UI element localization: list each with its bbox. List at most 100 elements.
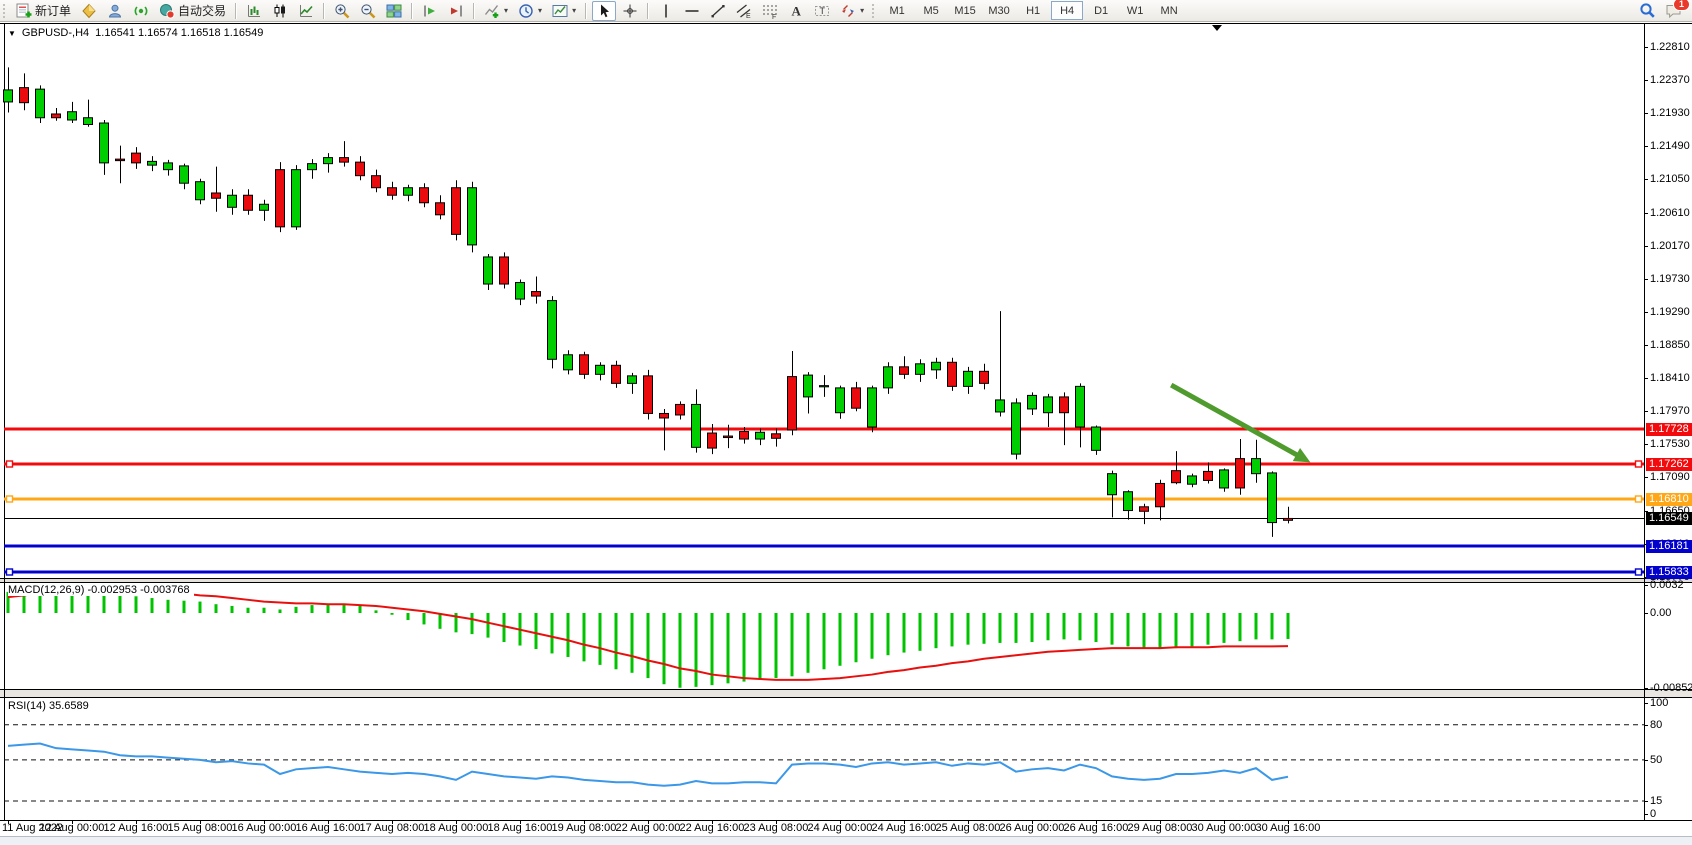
chart-symbol-title: GBPUSD-,H4 bbox=[21, 27, 90, 39]
macd-histogram-bar bbox=[22, 587, 26, 613]
macd-histogram-bar bbox=[198, 601, 202, 613]
candle-body-up bbox=[195, 181, 205, 201]
candle-body-up bbox=[547, 300, 557, 360]
level-line-handle bbox=[1634, 495, 1643, 503]
channel-button[interactable]: E bbox=[732, 1, 756, 21]
macd-histogram-bar bbox=[918, 613, 922, 651]
macd-histogram-bar bbox=[310, 605, 314, 613]
zoom-in-icon bbox=[334, 3, 350, 19]
timeframe-button-M15[interactable]: M15 bbox=[954, 4, 976, 17]
label-icon: T bbox=[814, 3, 830, 19]
line-chart-button[interactable] bbox=[294, 1, 318, 21]
indicators-icon bbox=[484, 3, 500, 19]
fibonacci-button[interactable]: F bbox=[758, 1, 782, 21]
candle-body-up bbox=[291, 169, 301, 228]
candle-body-down bbox=[659, 412, 669, 419]
auto-scroll-button[interactable] bbox=[418, 1, 442, 21]
time-axis-label: 22 Aug 00:00 bbox=[615, 822, 681, 834]
dropdown-caret-icon[interactable]: ▾ bbox=[860, 6, 865, 15]
timeframe-button-M30[interactable]: M30 bbox=[988, 4, 1010, 17]
text-button[interactable]: A bbox=[784, 1, 808, 21]
time-axis-label: 17 Aug 08:00 bbox=[359, 822, 425, 834]
tile-windows-button[interactable] bbox=[382, 1, 406, 21]
timeframe-button-D1[interactable]: D1 bbox=[1094, 4, 1109, 17]
indicators-button[interactable]: ▾ bbox=[480, 1, 512, 21]
candle-body-down bbox=[611, 364, 621, 384]
time-axis-label: 26 Aug 00:00 bbox=[999, 822, 1065, 834]
price-axis-tick: 1.20170 bbox=[1650, 240, 1690, 252]
rsi-axis-tick: 0 bbox=[1650, 808, 1657, 820]
zoom-out-button[interactable] bbox=[356, 1, 380, 21]
candle-body-up bbox=[99, 122, 109, 164]
candle-body-down bbox=[1235, 458, 1245, 489]
macd-histogram-bar bbox=[470, 613, 474, 635]
macd-histogram-bar bbox=[998, 613, 1002, 643]
macd-histogram-bar bbox=[1030, 613, 1034, 643]
dropdown-caret-icon[interactable]: ▾ bbox=[504, 6, 509, 15]
macd-histogram-bar bbox=[278, 609, 282, 613]
macd-histogram-bar bbox=[502, 613, 506, 643]
macd-histogram-bar bbox=[38, 584, 42, 613]
candle-body-up bbox=[1027, 394, 1037, 410]
timeframe-button-H4[interactable]: H4 bbox=[1051, 1, 1084, 20]
dropdown-caret-icon[interactable]: ▾ bbox=[572, 6, 577, 15]
time-axis-label: 18 Aug 16:00 bbox=[487, 822, 553, 834]
periods-icon bbox=[518, 3, 534, 19]
time-axis-label: 16 Aug 00:00 bbox=[231, 822, 297, 834]
zoom-in-button[interactable] bbox=[330, 1, 354, 21]
cursor-button[interactable] bbox=[592, 0, 617, 21]
candle-body-down bbox=[579, 354, 589, 375]
time-axis-label: 25 Aug 08:00 bbox=[935, 822, 1001, 834]
horizontal-line-button[interactable] bbox=[680, 1, 704, 21]
chart-ohlc-readout: 1.16541 1.16574 1.16518 1.16549 bbox=[95, 27, 264, 39]
chart-menu-icon[interactable]: ▼ bbox=[8, 28, 16, 38]
search-button[interactable] bbox=[1635, 1, 1659, 21]
candle-body-up bbox=[915, 363, 925, 375]
candle-body-up bbox=[1011, 402, 1021, 455]
label-button[interactable]: T bbox=[810, 1, 834, 21]
chart-shift-marker bbox=[1212, 25, 1222, 31]
periods-button[interactable]: ▾ bbox=[514, 1, 546, 21]
macd-histogram-bar bbox=[246, 607, 250, 613]
macd-histogram-bar bbox=[150, 598, 154, 613]
macd-histogram-bar bbox=[134, 596, 138, 613]
autotrading-button[interactable]: 自动交易 bbox=[155, 1, 230, 21]
notifications-button[interactable]: 1 bbox=[1661, 0, 1690, 21]
trend-arrow-head bbox=[1292, 448, 1311, 463]
macd-histogram-bar bbox=[1014, 613, 1018, 643]
trendline-button[interactable] bbox=[706, 1, 730, 21]
candle-body-up bbox=[163, 162, 173, 171]
price-level-badge-1.17262: 1.17262 bbox=[1646, 458, 1692, 471]
candlestick-button[interactable] bbox=[268, 1, 292, 21]
marketwatch-button[interactable] bbox=[103, 1, 127, 21]
price-level-badge-1.16810: 1.16810 bbox=[1646, 493, 1692, 506]
timeframe-button-M1[interactable]: M1 bbox=[889, 4, 905, 17]
macd-histogram-bar bbox=[86, 591, 90, 613]
bar-chart-button[interactable] bbox=[242, 1, 266, 21]
candle-body-up bbox=[259, 203, 269, 211]
price-level-badge-1.16549: 1.16549 bbox=[1646, 512, 1692, 525]
vertical-line-button[interactable] bbox=[654, 1, 678, 21]
dropdown-caret-icon[interactable]: ▾ bbox=[538, 6, 543, 15]
svg-text:E: E bbox=[746, 13, 751, 19]
price-level-badge-1.15833: 1.15833 bbox=[1646, 566, 1692, 579]
crosshair-button[interactable] bbox=[618, 1, 642, 21]
new-order-button[interactable]: 新订单 bbox=[12, 1, 75, 21]
signals-button[interactable] bbox=[129, 1, 153, 21]
arrows-button[interactable]: ▾ bbox=[836, 1, 868, 21]
macd-histogram-bar bbox=[758, 613, 762, 680]
candle-body-down bbox=[19, 87, 29, 104]
timeframe-button-MN[interactable]: MN bbox=[1160, 4, 1178, 17]
chart-shift-button[interactable] bbox=[444, 1, 468, 21]
timeframe-button-W1[interactable]: W1 bbox=[1126, 4, 1144, 17]
profiles-button[interactable] bbox=[77, 1, 101, 21]
macd-histogram-bar bbox=[1238, 613, 1242, 642]
timeframe-button-H1[interactable]: H1 bbox=[1026, 4, 1041, 17]
templates-button[interactable]: ▾ bbox=[548, 1, 580, 21]
autotrading-button-label: 自动交易 bbox=[178, 4, 227, 18]
candle-body-up bbox=[691, 403, 701, 448]
macd-histogram-bar bbox=[598, 613, 602, 665]
time-axis-label: 19 Aug 08:00 bbox=[551, 822, 617, 834]
timeframe-button-M5[interactable]: M5 bbox=[923, 4, 939, 17]
